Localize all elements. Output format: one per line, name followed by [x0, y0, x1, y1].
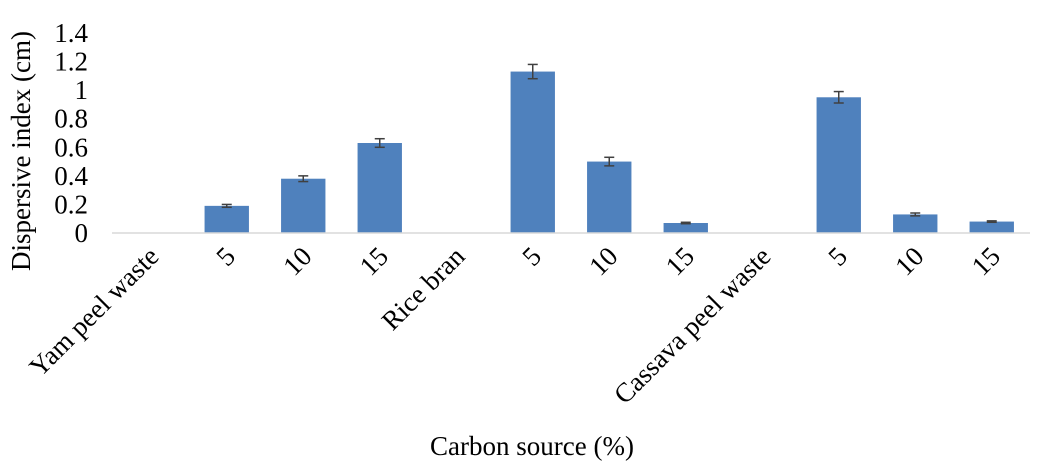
- error-bar: [221, 203, 232, 209]
- x-tick-label: 10: [583, 241, 623, 281]
- error-bar: [680, 221, 691, 225]
- x-tick-label: 10: [889, 241, 929, 281]
- y-tick-label: 0: [75, 218, 89, 248]
- bar: [357, 143, 402, 233]
- y-tick-label: 0.2: [54, 189, 88, 219]
- y-tick-labels: 00.20.40.60.811.21.4: [54, 18, 88, 248]
- x-tick-label: 5: [210, 241, 241, 272]
- error-bar: [833, 90, 844, 104]
- y-tick-label: 0.8: [54, 104, 88, 134]
- error-bars-group: [221, 63, 997, 225]
- bar: [204, 205, 249, 233]
- bar: [587, 161, 632, 233]
- y-tick-label: 0.4: [54, 161, 88, 191]
- error-bar: [527, 63, 538, 80]
- x-axis-title: Carbon source (%): [430, 431, 634, 461]
- x-tick-label: Rice bran: [376, 241, 471, 336]
- y-tick-label: 1.2: [54, 47, 88, 77]
- error-bar: [910, 212, 921, 217]
- error-bar: [374, 137, 385, 149]
- bar: [281, 178, 326, 233]
- bars-group: [204, 71, 1014, 234]
- y-axis-title: Dispersive index (cm): [6, 31, 36, 271]
- error-bar: [298, 175, 309, 183]
- error-bar: [604, 156, 615, 167]
- y-tick-label: 1: [75, 75, 89, 105]
- y-tick-label: 1.4: [54, 18, 88, 48]
- bar: [663, 223, 708, 233]
- bar: [510, 71, 555, 233]
- bar: [893, 214, 938, 233]
- y-tick-label: 0.6: [54, 132, 88, 162]
- error-bar: [986, 220, 997, 224]
- x-tick-label: 10: [277, 241, 317, 281]
- bar: [816, 97, 861, 234]
- x-tick-label: 5: [822, 241, 853, 272]
- x-tick-label: 15: [354, 241, 394, 281]
- x-tick-label: 5: [516, 241, 547, 272]
- x-tick-label: 15: [966, 241, 1006, 281]
- bar: [969, 221, 1014, 233]
- x-tick-label: 15: [660, 241, 700, 281]
- x-tick-label: Yam peel waste: [23, 241, 164, 382]
